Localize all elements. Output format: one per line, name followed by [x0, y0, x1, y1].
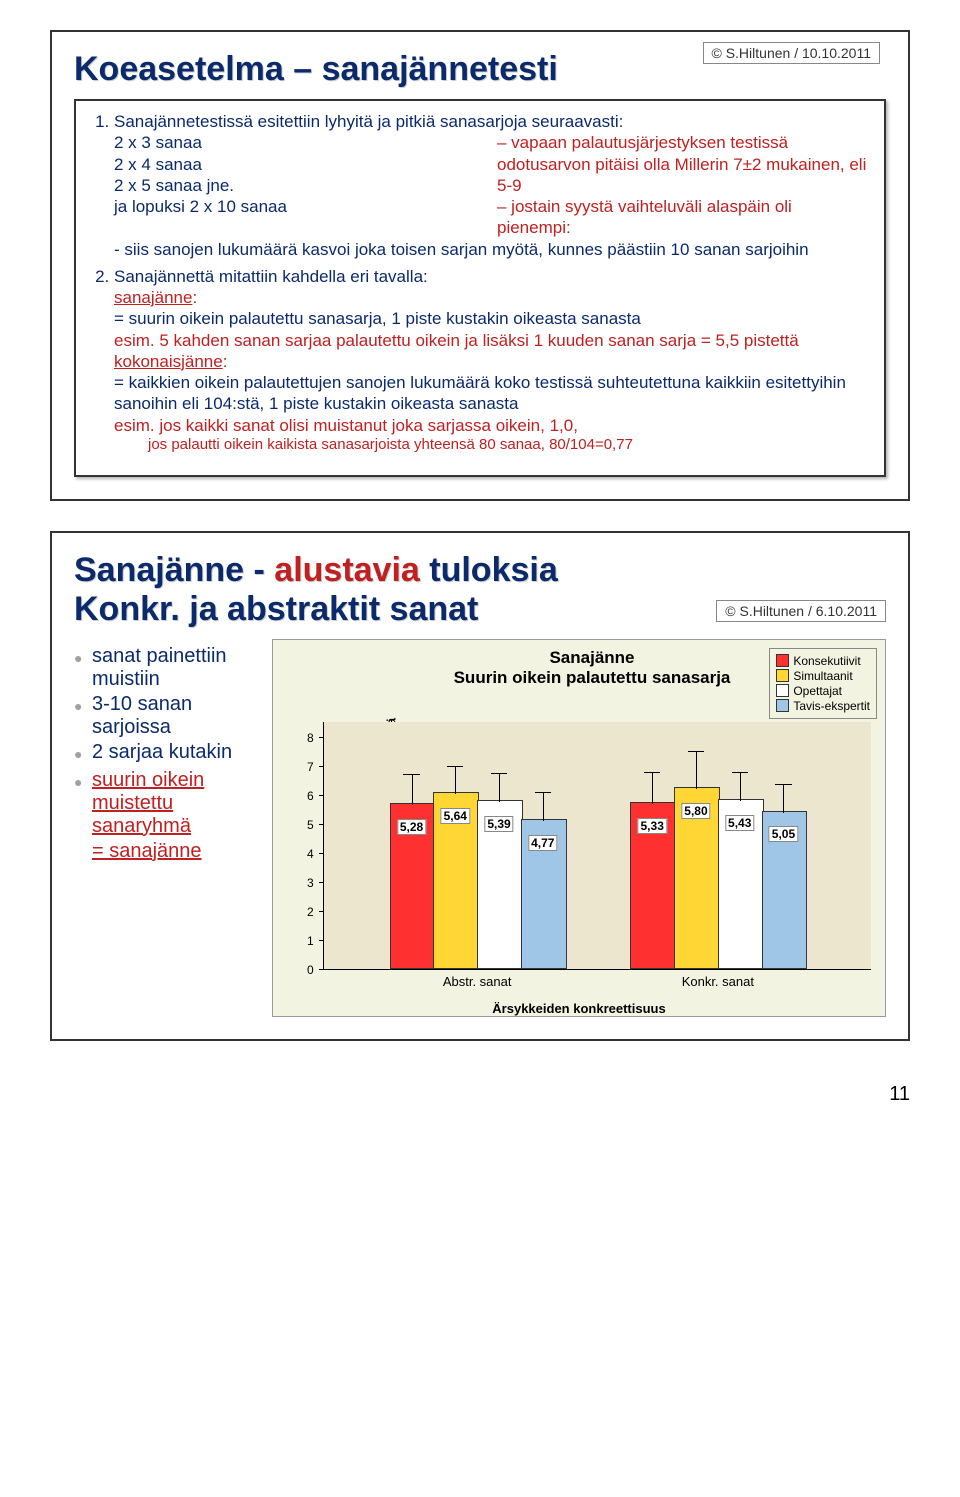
y-tick: 3	[307, 876, 314, 890]
kj-esim2: jos palautti oikein kaikista sanasarjois…	[148, 436, 870, 455]
bar-value-label: 5,28	[397, 819, 426, 835]
sj-label: sanajänne	[114, 288, 192, 307]
ct2: Suurin oikein palautettu sanasarja	[454, 668, 731, 687]
bar-value-label: 5,43	[725, 815, 754, 831]
bar-value-label: 5,80	[681, 803, 710, 819]
item-1: Sanajännetestissä esitettiin lyhyitä ja …	[114, 111, 870, 260]
y-tick: 5	[307, 818, 314, 832]
sj-desc: = suurin oikein palautettu sanasarja, 1 …	[114, 308, 870, 329]
legend: KonsekutiivitSimultaanitOpettajatTavis-e…	[769, 648, 877, 719]
copyright-2: © S.Hiltunen / 6.10.2011	[716, 600, 886, 622]
ll3: ja lopuksi 2 x 10 sanaa	[114, 196, 487, 217]
x-tick: Abstr. sanat	[443, 974, 512, 989]
legend-item: Tavis-ekspertit	[776, 699, 870, 713]
bar-value-label: 4,77	[528, 835, 557, 851]
y-tick: 8	[307, 731, 314, 745]
sj-esim: esim. 5 kahden sanan sarjaa palautettu o…	[114, 330, 870, 351]
item2-intro: Sanajännettä mitattiin kahdella eri tava…	[114, 267, 428, 286]
plot: Abstr. sanat5,285,645,394,77Konkr. sanat…	[323, 722, 871, 970]
ll1: 2 x 4 sanaa	[114, 154, 487, 175]
y-tick: 2	[307, 905, 314, 919]
slide1-content: Sanajännetestissä esitettiin lyhyitä ja …	[74, 99, 886, 477]
ll0: 2 x 3 sanaa	[114, 132, 487, 153]
y-tick: 0	[307, 963, 314, 977]
legend-item: Opettajat	[776, 684, 870, 698]
y-tick: 7	[307, 760, 314, 774]
y-tick: 4	[307, 847, 314, 861]
rl0: – vapaan palautusjärjestyksen testissä o…	[497, 132, 870, 196]
bar-value-label: 5,64	[441, 808, 470, 824]
item1-tail: - siis sanojen lukumäärä kasvoi joka toi…	[114, 239, 870, 260]
item1-right: – vapaan palautusjärjestyksen testissä o…	[487, 132, 870, 238]
chart-area: Sanajänne Suurin oikein palautettu sanas…	[272, 639, 886, 1017]
legend-item: Simultaanit	[776, 669, 870, 683]
x-tick: Konkr. sanat	[682, 974, 754, 989]
kj-esim1: esim. jos kaikki sanat olisi muistanut j…	[114, 415, 870, 436]
ll2: 2 x 5 sanaa jne.	[114, 175, 487, 196]
bar-value-label: 5,39	[484, 816, 513, 832]
y-tick: 6	[307, 789, 314, 803]
bar-value-label: 5,05	[769, 826, 798, 842]
side-item: ●sanat painettiin muistiin	[74, 645, 264, 691]
side-item: ●suurin oikein muistettu sanaryhmä	[74, 769, 264, 838]
ct1: Sanajänne	[549, 648, 634, 667]
kj-desc: = kaikkien oikein palautettujen sanojen …	[114, 372, 870, 415]
rl1: – jostain syystä vaihteluväli alaspäin o…	[497, 196, 870, 239]
t2b: alustavia	[274, 551, 420, 589]
item-2: Sanajännettä mitattiin kahdella eri tava…	[114, 266, 870, 455]
copyright-1: © S.Hiltunen / 10.10.2011	[703, 42, 881, 64]
t2a: Sanajänne -	[74, 551, 274, 589]
side-item: ●2 sarjaa kutakin	[74, 741, 264, 767]
item1-intro: Sanajännetestissä esitettiin lyhyitä ja …	[114, 111, 870, 132]
bar-value-label: 5,33	[638, 818, 667, 834]
page-number: 11	[0, 1071, 960, 1118]
slide-1: © S.Hiltunen / 10.10.2011 Koeasetelma – …	[50, 30, 910, 501]
y-tick: 1	[307, 934, 314, 948]
slide2-title: Sanajänne - alustavia tuloksia Konkr. ja…	[74, 551, 886, 629]
side-list: ●sanat painettiin muistiin●3-10 sanan sa…	[74, 639, 272, 1017]
side-item: = sanajänne	[74, 840, 264, 863]
kj-label: kokonaisjänne	[114, 352, 223, 371]
slide-2: Sanajänne - alustavia tuloksia Konkr. ja…	[50, 531, 910, 1041]
side-item: ●3-10 sanan sarjoissa	[74, 693, 264, 739]
item1-left: 2 x 3 sanaa 2 x 4 sanaa 2 x 5 sanaa jne.…	[114, 132, 487, 238]
t2d: Konkr. ja abstraktit sanat	[74, 590, 478, 628]
t2c: tuloksia	[420, 551, 558, 589]
x-axis-label: Ärsykkeiden konkreettisuus	[273, 1001, 885, 1016]
legend-item: Konsekutiivit	[776, 654, 870, 668]
